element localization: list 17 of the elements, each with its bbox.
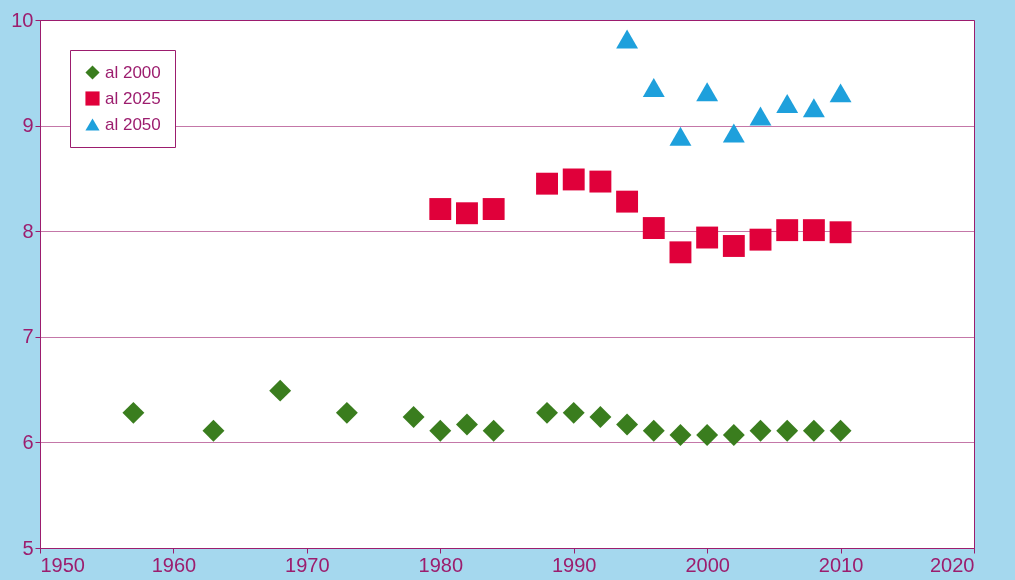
legend-label: al 2000 (105, 62, 161, 82)
legend-label: al 2050 (105, 114, 161, 134)
x-tick-label: 1990 (551, 553, 597, 576)
y-tick-label: 10 (11, 8, 34, 31)
y-tick-label: 6 (22, 430, 34, 453)
y-tick-label: 5 (22, 536, 34, 559)
y-tick-label: 7 (22, 325, 34, 348)
y-tick-label: 8 (22, 219, 34, 242)
x-tick-label: 2020 (930, 553, 975, 576)
y-tick-label: 9 (22, 114, 34, 137)
legend-label: al 2025 (105, 88, 161, 108)
x-tick-label: 1980 (418, 553, 464, 576)
x-tick-label: 1960 (151, 553, 197, 576)
x-tick-label: 2010 (818, 553, 864, 576)
x-tick-label: 2000 (685, 553, 730, 576)
x-tick-label: 1970 (285, 553, 330, 576)
x-tick-label: 1950 (40, 553, 85, 576)
